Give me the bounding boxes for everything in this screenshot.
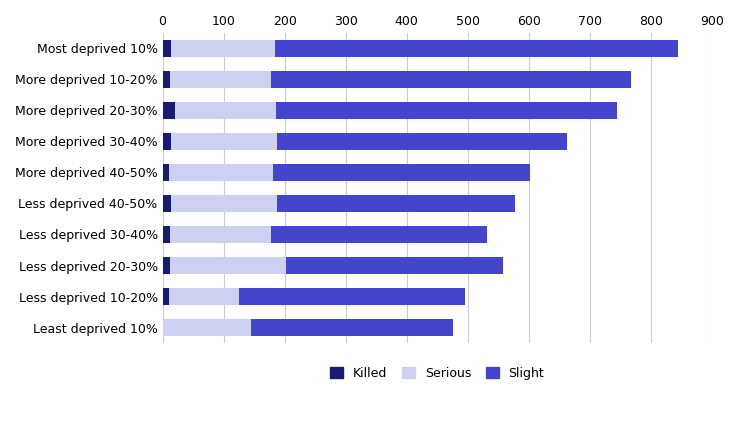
Bar bbox=[170, 226, 270, 243]
Bar bbox=[286, 257, 503, 274]
Bar bbox=[171, 195, 277, 212]
Bar bbox=[163, 195, 171, 212]
Bar bbox=[175, 102, 276, 119]
Bar bbox=[277, 133, 568, 150]
Bar bbox=[276, 102, 618, 119]
Bar bbox=[251, 319, 452, 336]
Bar bbox=[163, 164, 169, 181]
Bar bbox=[163, 102, 175, 119]
Bar bbox=[270, 226, 488, 243]
Bar bbox=[163, 40, 171, 57]
Bar bbox=[163, 257, 170, 274]
Bar bbox=[170, 257, 286, 274]
Bar bbox=[163, 71, 170, 88]
Legend: Killed, Serious, Slight: Killed, Serious, Slight bbox=[325, 362, 549, 385]
Bar bbox=[171, 40, 275, 57]
Bar bbox=[163, 226, 170, 243]
Bar bbox=[169, 164, 273, 181]
Bar bbox=[168, 288, 239, 305]
Bar bbox=[163, 133, 171, 150]
Bar bbox=[171, 133, 277, 150]
Bar bbox=[170, 71, 270, 88]
Bar bbox=[270, 71, 631, 88]
Bar bbox=[275, 40, 678, 57]
Bar bbox=[273, 164, 530, 181]
Bar bbox=[239, 288, 465, 305]
Bar bbox=[163, 319, 251, 336]
Bar bbox=[277, 195, 516, 212]
Bar bbox=[163, 288, 168, 305]
